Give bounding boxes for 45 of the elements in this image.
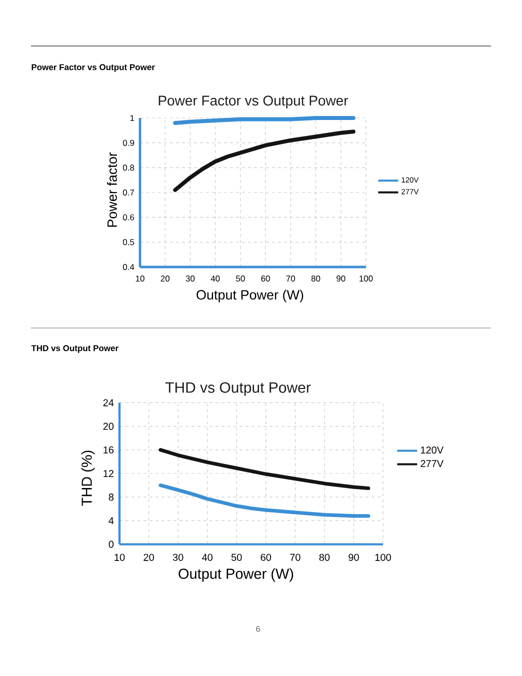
y-tick-label: 8 <box>108 494 114 501</box>
x-tick-label: 70 <box>286 276 296 282</box>
x-tick-label: 30 <box>186 276 195 282</box>
x-tick-label: 40 <box>202 554 213 561</box>
x-tick-label: 50 <box>231 554 242 561</box>
y-tick-label: 16 <box>104 446 114 454</box>
x-tick-label: 100 <box>375 554 391 561</box>
x-tick-label: 60 <box>260 554 272 561</box>
y-tick-label: 12 <box>104 470 114 477</box>
x-tick-label: 80 <box>319 554 330 561</box>
x-tick-label: 60 <box>261 276 270 282</box>
x-tick-label: 100 <box>360 276 373 282</box>
text: THD vs Output Power <box>31 345 118 353</box>
x-tick-label: 70 <box>290 554 300 561</box>
chart-title: Power Factor vs Output Power <box>158 96 348 108</box>
text: 6 <box>256 626 260 632</box>
x-axis-title: Output Power (W) <box>196 290 304 302</box>
y-axis-title: Power factor <box>107 152 117 227</box>
x-tick-label: 20 <box>144 554 154 561</box>
y-tick-label: 4 <box>108 517 114 524</box>
x-tick-label: 80 <box>311 276 320 282</box>
y-tick-label: 0.5 <box>122 239 134 246</box>
y-tick-label: 1 <box>130 115 134 121</box>
chart-title: THD vs Output Power <box>165 382 311 396</box>
x-axis-title: Output Power (W) <box>178 568 294 582</box>
y-tick-label: 0.7 <box>122 189 134 196</box>
x-tick-label: 50 <box>236 276 245 282</box>
x-tick-label: 40 <box>210 276 220 282</box>
x-tick-label: 10 <box>136 276 144 282</box>
text: Power Factor vs Output Power <box>32 64 155 72</box>
legend-label: 120V <box>420 446 444 454</box>
y-tick-label: 0.8 <box>122 164 134 171</box>
y-tick-label: 0.4 <box>122 264 134 270</box>
x-tick-label: 10 <box>114 554 125 561</box>
x-tick-label: 90 <box>336 276 346 282</box>
y-tick-label: 0 <box>108 540 114 548</box>
legend-label: 277V <box>420 460 444 467</box>
x-tick-label: 90 <box>348 554 359 561</box>
y-tick-label: 24 <box>103 399 114 406</box>
y-tick-label: 0.9 <box>122 140 134 146</box>
y-axis-title: THD (%) <box>81 450 95 506</box>
y-tick-label: 0.6 <box>122 214 134 220</box>
y-tick-label: 20 <box>103 422 114 430</box>
x-tick-label: 20 <box>160 276 170 282</box>
x-tick-label: 30 <box>172 554 184 561</box>
